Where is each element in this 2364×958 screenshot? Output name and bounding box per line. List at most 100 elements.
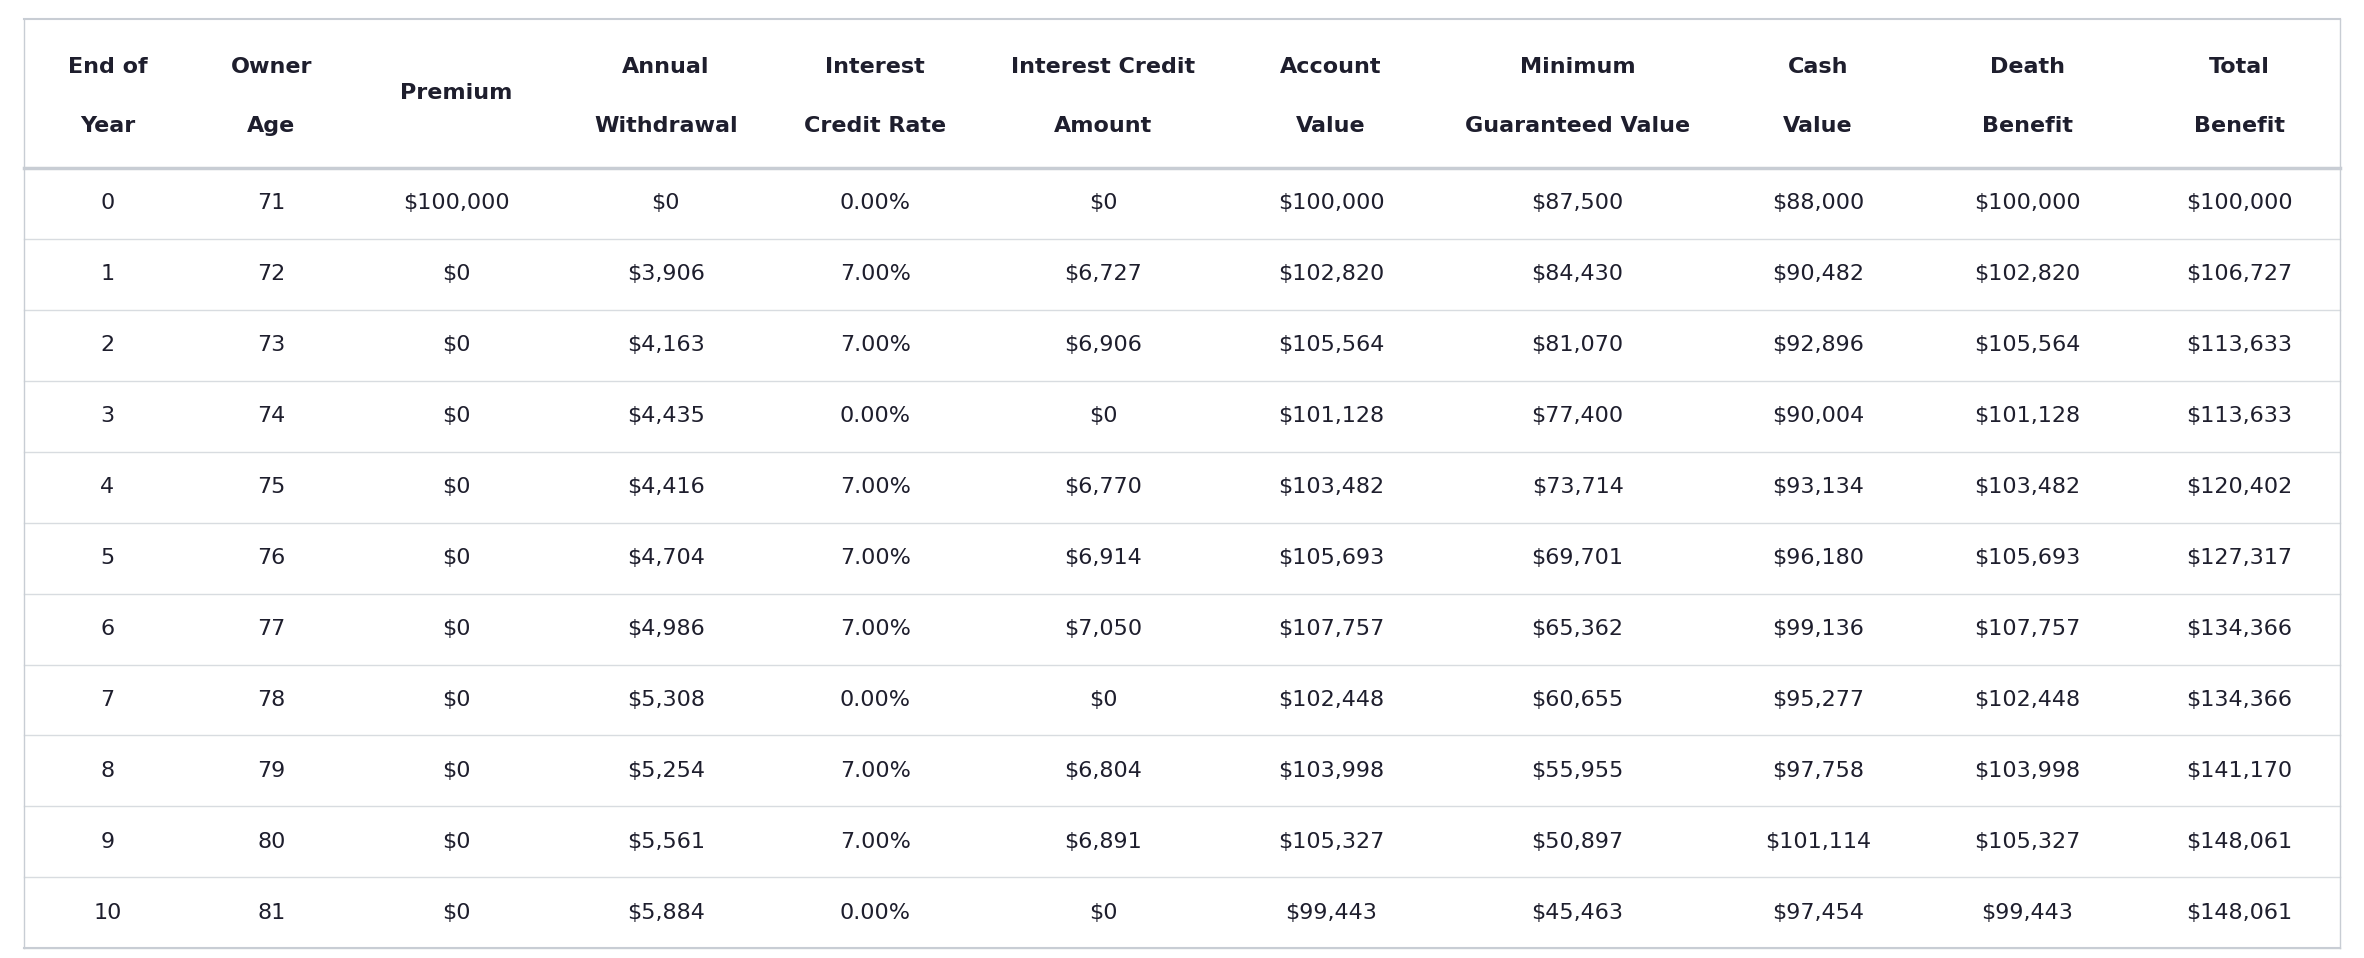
Text: 10: 10 bbox=[92, 903, 121, 923]
Text: Interest Credit: Interest Credit bbox=[1012, 57, 1196, 77]
Text: $100,000: $100,000 bbox=[1974, 194, 2080, 213]
Text: 5: 5 bbox=[99, 548, 113, 568]
Text: $87,500: $87,500 bbox=[1532, 194, 1624, 213]
Text: $99,136: $99,136 bbox=[1773, 619, 1863, 639]
Text: $113,633: $113,633 bbox=[2187, 335, 2293, 355]
Text: $102,448: $102,448 bbox=[1974, 690, 2080, 710]
Text: $106,727: $106,727 bbox=[2187, 264, 2293, 285]
Text: 7.00%: 7.00% bbox=[839, 548, 910, 568]
Text: 9: 9 bbox=[99, 832, 113, 852]
Text: $120,402: $120,402 bbox=[2187, 477, 2293, 497]
Text: 8: 8 bbox=[99, 761, 113, 781]
Text: $97,758: $97,758 bbox=[1773, 761, 1863, 781]
Text: $4,704: $4,704 bbox=[626, 548, 704, 568]
Text: 7.00%: 7.00% bbox=[839, 477, 910, 497]
Text: $96,180: $96,180 bbox=[1773, 548, 1863, 568]
Text: $134,366: $134,366 bbox=[2187, 619, 2293, 639]
Text: $97,454: $97,454 bbox=[1773, 903, 1863, 923]
Text: $0: $0 bbox=[442, 477, 470, 497]
Text: Benefit: Benefit bbox=[2194, 116, 2286, 136]
Text: 79: 79 bbox=[258, 761, 286, 781]
Text: $3,906: $3,906 bbox=[626, 264, 704, 285]
Text: $84,430: $84,430 bbox=[1532, 264, 1624, 285]
Text: $6,891: $6,891 bbox=[1064, 832, 1142, 852]
Text: $105,564: $105,564 bbox=[1974, 335, 2080, 355]
Text: 2: 2 bbox=[99, 335, 113, 355]
Text: Annual: Annual bbox=[622, 57, 709, 77]
Text: Withdrawal: Withdrawal bbox=[593, 116, 738, 136]
Text: $0: $0 bbox=[1090, 903, 1118, 923]
Text: $107,757: $107,757 bbox=[1279, 619, 1385, 639]
Text: 74: 74 bbox=[258, 406, 286, 426]
Text: 7.00%: 7.00% bbox=[839, 832, 910, 852]
Text: 0.00%: 0.00% bbox=[839, 194, 910, 213]
Text: 81: 81 bbox=[258, 903, 286, 923]
Text: $5,308: $5,308 bbox=[626, 690, 704, 710]
Text: Value: Value bbox=[1782, 116, 1853, 136]
Text: $102,448: $102,448 bbox=[1279, 690, 1385, 710]
Text: $73,714: $73,714 bbox=[1532, 477, 1624, 497]
Text: $148,061: $148,061 bbox=[2187, 832, 2293, 852]
Text: $5,254: $5,254 bbox=[626, 761, 704, 781]
Text: $0: $0 bbox=[1090, 690, 1118, 710]
Text: $101,128: $101,128 bbox=[1279, 406, 1385, 426]
Text: $0: $0 bbox=[442, 264, 470, 285]
Text: 3: 3 bbox=[99, 406, 113, 426]
Text: $5,884: $5,884 bbox=[626, 903, 704, 923]
Text: $6,727: $6,727 bbox=[1064, 264, 1142, 285]
Text: $103,482: $103,482 bbox=[1279, 477, 1385, 497]
Text: 7.00%: 7.00% bbox=[839, 761, 910, 781]
Text: $99,443: $99,443 bbox=[1981, 903, 2073, 923]
Text: Death: Death bbox=[1990, 57, 2064, 77]
Text: $77,400: $77,400 bbox=[1532, 406, 1624, 426]
Text: $95,277: $95,277 bbox=[1773, 690, 1863, 710]
Text: 78: 78 bbox=[258, 690, 286, 710]
Text: $55,955: $55,955 bbox=[1532, 761, 1624, 781]
Text: $99,443: $99,443 bbox=[1286, 903, 1378, 923]
Text: Benefit: Benefit bbox=[1981, 116, 2073, 136]
Text: $105,327: $105,327 bbox=[1279, 832, 1385, 852]
Text: $0: $0 bbox=[1090, 194, 1118, 213]
Text: 0: 0 bbox=[99, 194, 113, 213]
Text: $93,134: $93,134 bbox=[1773, 477, 1863, 497]
Text: $0: $0 bbox=[442, 690, 470, 710]
Text: $4,435: $4,435 bbox=[626, 406, 704, 426]
Text: $105,693: $105,693 bbox=[1974, 548, 2080, 568]
Text: 7: 7 bbox=[99, 690, 113, 710]
Text: $5,561: $5,561 bbox=[626, 832, 704, 852]
Text: Total: Total bbox=[2208, 57, 2269, 77]
Text: $7,050: $7,050 bbox=[1064, 619, 1142, 639]
Text: $141,170: $141,170 bbox=[2187, 761, 2293, 781]
Text: $90,482: $90,482 bbox=[1773, 264, 1863, 285]
Text: $6,804: $6,804 bbox=[1064, 761, 1142, 781]
Text: $50,897: $50,897 bbox=[1532, 832, 1624, 852]
Text: $101,114: $101,114 bbox=[1766, 832, 1870, 852]
Text: End of: End of bbox=[69, 57, 147, 77]
Text: Cash: Cash bbox=[1787, 57, 1849, 77]
Text: 0.00%: 0.00% bbox=[839, 903, 910, 923]
Text: $6,914: $6,914 bbox=[1064, 548, 1142, 568]
Text: $102,820: $102,820 bbox=[1279, 264, 1385, 285]
Text: 80: 80 bbox=[258, 832, 286, 852]
Text: 6: 6 bbox=[99, 619, 113, 639]
Text: Year: Year bbox=[80, 116, 135, 136]
Text: $0: $0 bbox=[442, 548, 470, 568]
Text: $105,564: $105,564 bbox=[1279, 335, 1385, 355]
Text: $4,986: $4,986 bbox=[626, 619, 704, 639]
Text: $105,693: $105,693 bbox=[1279, 548, 1385, 568]
Text: Owner: Owner bbox=[232, 57, 312, 77]
Text: $107,757: $107,757 bbox=[1974, 619, 2080, 639]
Text: $100,000: $100,000 bbox=[2187, 194, 2293, 213]
Text: Premium: Premium bbox=[400, 83, 513, 103]
Text: $100,000: $100,000 bbox=[1279, 194, 1385, 213]
Text: 7.00%: 7.00% bbox=[839, 619, 910, 639]
Text: $113,633: $113,633 bbox=[2187, 406, 2293, 426]
Text: Credit Rate: Credit Rate bbox=[804, 116, 946, 136]
Text: $0: $0 bbox=[652, 194, 681, 213]
Text: $65,362: $65,362 bbox=[1532, 619, 1624, 639]
Text: Account: Account bbox=[1281, 57, 1383, 77]
Text: $0: $0 bbox=[442, 903, 470, 923]
Text: $4,163: $4,163 bbox=[626, 335, 704, 355]
Text: $0: $0 bbox=[442, 761, 470, 781]
Text: $101,128: $101,128 bbox=[1974, 406, 2080, 426]
